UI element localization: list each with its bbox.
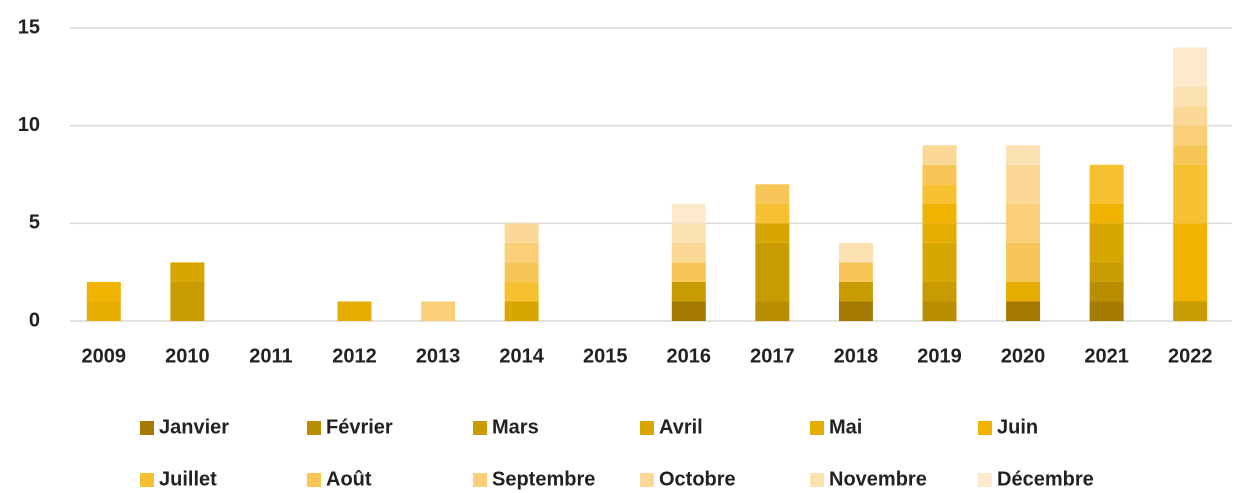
legend-label: Janvier bbox=[159, 416, 229, 438]
bar-segment bbox=[922, 301, 957, 321]
bar-segment bbox=[755, 203, 790, 224]
bar-segment bbox=[86, 301, 121, 321]
bar-segment bbox=[1173, 106, 1208, 126]
x-tick-label: 2011 bbox=[249, 345, 292, 367]
x-tick-label: 2016 bbox=[667, 345, 712, 367]
legend-label: Décembre bbox=[997, 468, 1094, 490]
legend-label: Juillet bbox=[159, 468, 217, 490]
x-tick-label: 2019 bbox=[917, 345, 962, 367]
x-tick-label: 2021 bbox=[1084, 345, 1129, 367]
bar-segment bbox=[922, 145, 957, 165]
legend-swatch bbox=[978, 421, 992, 435]
bar-segment bbox=[504, 301, 539, 321]
bar-segment bbox=[1173, 164, 1208, 224]
y-tick-label: 15 bbox=[18, 16, 40, 38]
legend-swatch bbox=[640, 473, 654, 487]
bar-segment bbox=[1006, 301, 1041, 321]
legend-label: Septembre bbox=[492, 468, 595, 490]
bar-segment bbox=[1173, 145, 1208, 165]
y-tick-label: 10 bbox=[18, 114, 40, 136]
bar-segment bbox=[671, 223, 706, 243]
bar-segment bbox=[1089, 281, 1124, 302]
bar-segment bbox=[755, 242, 790, 302]
legend-swatch bbox=[473, 473, 487, 487]
bar-segment bbox=[1089, 301, 1124, 321]
x-tick-label: 2010 bbox=[165, 345, 210, 367]
bar-segment bbox=[671, 301, 706, 321]
x-tick-label: 2012 bbox=[332, 345, 377, 367]
legend-swatch bbox=[473, 421, 487, 435]
bar-segment bbox=[755, 301, 790, 321]
legend-label: Août bbox=[326, 468, 372, 490]
bar-segment bbox=[1173, 223, 1208, 302]
bar-segment bbox=[1173, 86, 1208, 107]
bar-segment bbox=[755, 223, 790, 243]
bar-segment bbox=[671, 281, 706, 302]
bar-segment bbox=[922, 164, 957, 185]
bar-segment bbox=[1006, 145, 1041, 165]
bar-segment bbox=[922, 281, 957, 302]
bar-segment bbox=[671, 203, 706, 224]
bar-segment bbox=[755, 184, 790, 204]
y-tick-label: 5 bbox=[29, 212, 40, 234]
x-tick-label: 2020 bbox=[1001, 345, 1046, 367]
bar-segment bbox=[838, 301, 873, 321]
legend-label: Novembre bbox=[829, 468, 927, 490]
bar-segment bbox=[504, 281, 539, 302]
legend-swatch bbox=[307, 421, 321, 435]
x-tick-label: 2015 bbox=[583, 345, 628, 367]
x-tick-label: 2017 bbox=[750, 345, 795, 367]
bar-segment bbox=[838, 242, 873, 263]
legend-label: Juin bbox=[997, 416, 1038, 438]
bar-segment bbox=[1173, 301, 1208, 321]
bar-segment bbox=[838, 262, 873, 282]
bar-segment bbox=[1173, 47, 1208, 87]
bar-segment bbox=[1006, 164, 1041, 204]
bar-segment bbox=[504, 242, 539, 263]
x-tick-label: 2018 bbox=[834, 345, 879, 367]
bar-segment bbox=[1006, 242, 1041, 282]
legend-swatch bbox=[978, 473, 992, 487]
bar-segment bbox=[421, 301, 456, 321]
bar-segment bbox=[671, 262, 706, 282]
legend-swatch bbox=[140, 421, 154, 435]
bar-segment bbox=[922, 223, 957, 243]
bar-segment bbox=[922, 184, 957, 204]
bar-segment bbox=[1089, 164, 1124, 204]
bar-segment bbox=[1006, 281, 1041, 302]
legend-label: Avril bbox=[659, 416, 703, 438]
bar-segment bbox=[86, 281, 121, 302]
bar-segment bbox=[922, 242, 957, 282]
y-tick-label: 0 bbox=[29, 309, 40, 331]
legend-label: Octobre bbox=[659, 468, 736, 490]
bar-segment bbox=[170, 262, 205, 282]
bar-segment bbox=[504, 262, 539, 282]
bar-segment bbox=[1089, 203, 1124, 224]
bar-segment bbox=[504, 223, 539, 243]
legend-swatch bbox=[810, 421, 824, 435]
bar-segment bbox=[838, 281, 873, 302]
bar-segment bbox=[170, 281, 205, 321]
bar-segment bbox=[922, 203, 957, 224]
x-tick-label: 2014 bbox=[499, 345, 544, 367]
legend-swatch bbox=[140, 473, 154, 487]
legend-swatch bbox=[640, 421, 654, 435]
legend-label: Février bbox=[326, 416, 393, 438]
bar-segment bbox=[1089, 262, 1124, 282]
bar-segment bbox=[1173, 125, 1208, 146]
x-tick-label: 2013 bbox=[416, 345, 461, 367]
x-tick-label: 2009 bbox=[82, 345, 127, 367]
legend-swatch bbox=[307, 473, 321, 487]
legend-swatch bbox=[810, 473, 824, 487]
legend-label: Mars bbox=[492, 416, 539, 438]
bar-segment bbox=[1006, 203, 1041, 243]
bar-segment bbox=[337, 301, 372, 321]
x-tick-label: 2022 bbox=[1168, 345, 1213, 367]
bar-segment bbox=[1089, 223, 1124, 263]
bar-segment bbox=[671, 242, 706, 263]
legend-label: Mai bbox=[829, 416, 862, 438]
